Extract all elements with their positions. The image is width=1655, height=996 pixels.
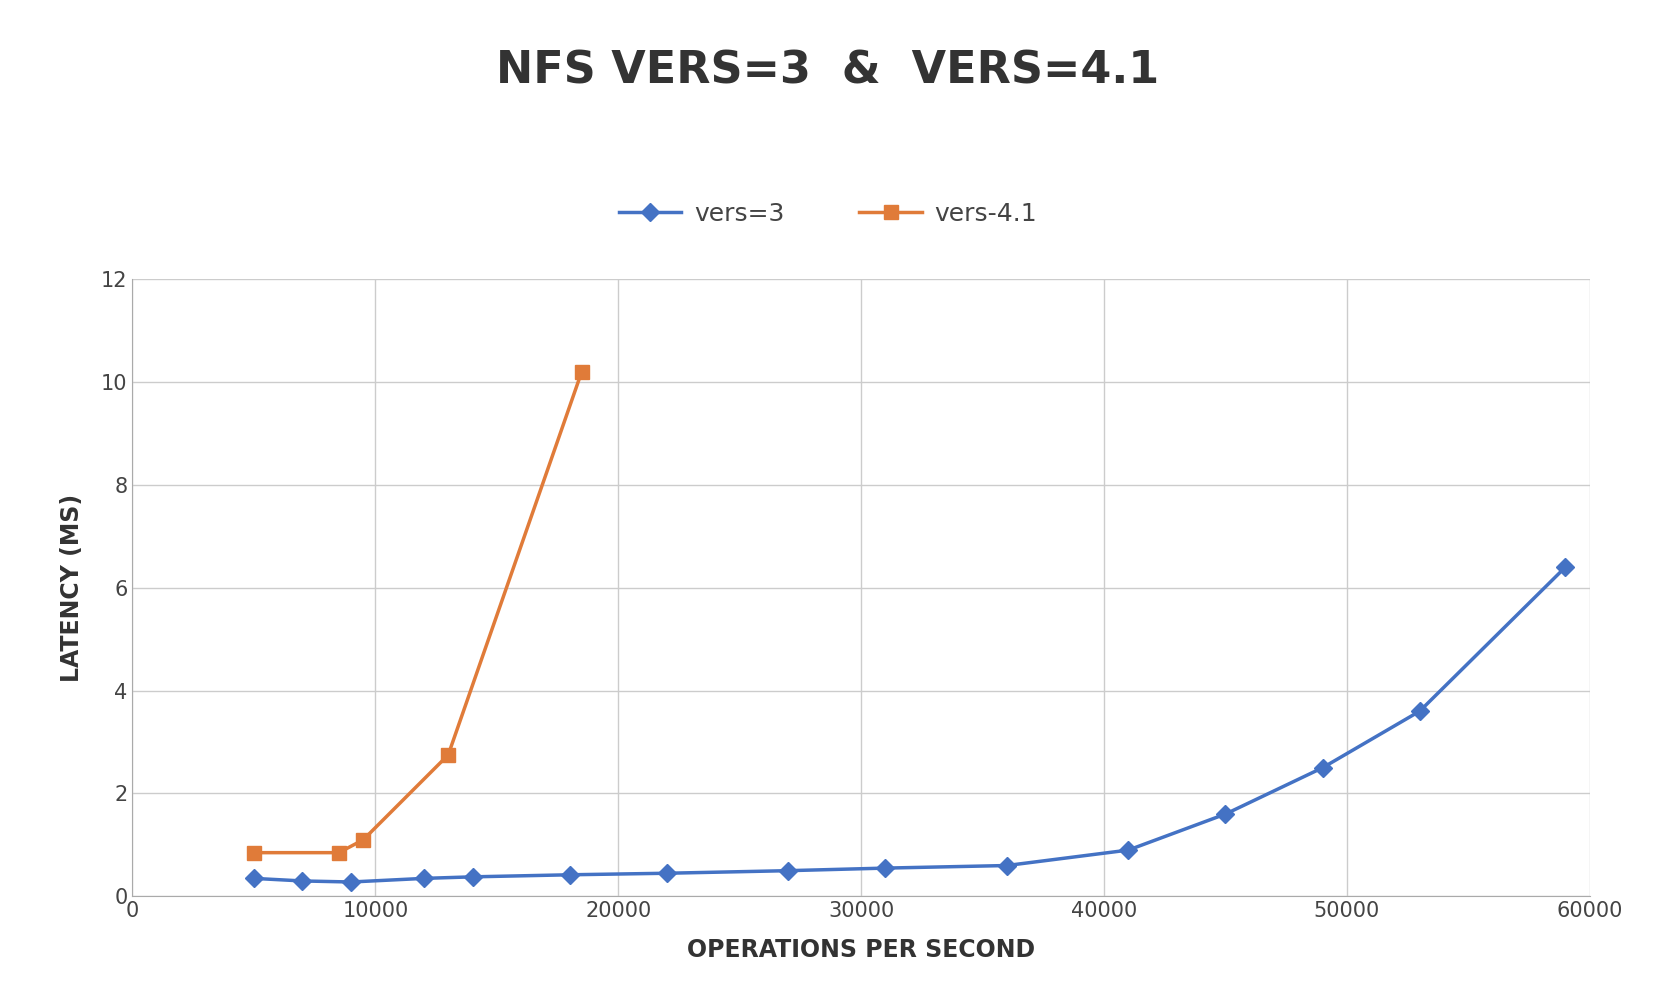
vers-4.1	[571, 366, 591, 377]
vers=3	[1215, 808, 1235, 820]
vers=3	[1312, 762, 1332, 774]
vers=3	[778, 865, 798, 876]
vers=3	[1117, 845, 1137, 857]
Y-axis label: LATENCY (MS): LATENCY (MS)	[61, 494, 84, 681]
vers=3	[996, 860, 1016, 872]
vers=3	[462, 871, 482, 882]
vers=3	[243, 872, 263, 884]
X-axis label: OPERATIONS PER SECOND: OPERATIONS PER SECOND	[687, 938, 1034, 962]
vers=3	[1554, 561, 1574, 573]
Legend: vers=3, vers-4.1: vers=3, vers-4.1	[609, 192, 1046, 236]
vers=3	[657, 868, 677, 879]
vers=3	[293, 874, 313, 886]
vers=3	[1408, 705, 1428, 717]
vers=3	[875, 863, 895, 874]
vers-4.1	[243, 847, 263, 859]
vers-4.1	[353, 834, 372, 846]
vers=3	[341, 876, 361, 888]
Line: vers-4.1: vers-4.1	[247, 365, 589, 860]
vers=3	[414, 872, 434, 884]
Text: NFS VERS=3  &  VERS=4.1: NFS VERS=3 & VERS=4.1	[496, 50, 1158, 93]
vers=3	[559, 869, 579, 880]
vers-4.1	[329, 847, 349, 859]
Line: vers=3: vers=3	[248, 561, 1571, 888]
vers-4.1	[439, 749, 458, 761]
